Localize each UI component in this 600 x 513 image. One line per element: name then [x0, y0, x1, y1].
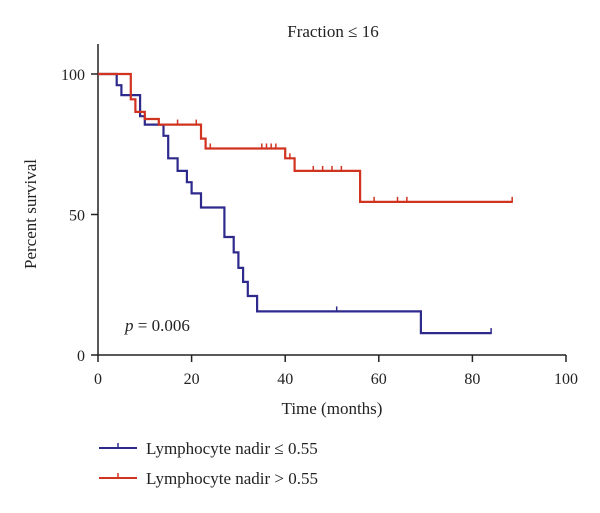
series-2	[98, 72, 513, 203]
x-tick-label: 0	[94, 371, 102, 388]
y-tick-label: 100	[61, 67, 85, 84]
y-axis-label: Percent survival	[21, 159, 40, 269]
legend: Lymphocyte nadir ≤ 0.55 Lymphocyte nadir …	[99, 439, 318, 488]
p-value-text: = 0.006	[134, 316, 190, 335]
x-tick-label: 40	[277, 371, 293, 388]
series-line	[98, 72, 513, 203]
legend-label: Lymphocyte nadir ≤ 0.55	[146, 439, 318, 458]
chart-title: Fraction ≤ 16	[287, 22, 378, 41]
x-tick-label: 60	[371, 371, 387, 388]
x-axis-label: Time (months)	[282, 399, 383, 418]
series-layer	[98, 72, 513, 335]
x-tick-label: 100	[554, 371, 578, 388]
p-value-symbol: p	[124, 316, 134, 335]
axes: 0 20 40 60 80 100 0 50 100	[61, 44, 578, 388]
legend-label: Lymphocyte nadir > 0.55	[146, 469, 318, 488]
y-tick-label: 50	[69, 208, 85, 225]
p-value-annotation: p = 0.006	[124, 316, 190, 335]
y-tick-label: 0	[77, 348, 85, 365]
x-tick-label: 20	[184, 371, 200, 388]
series-1	[98, 72, 492, 335]
x-tick-label: 80	[464, 371, 480, 388]
series-line	[98, 72, 492, 335]
